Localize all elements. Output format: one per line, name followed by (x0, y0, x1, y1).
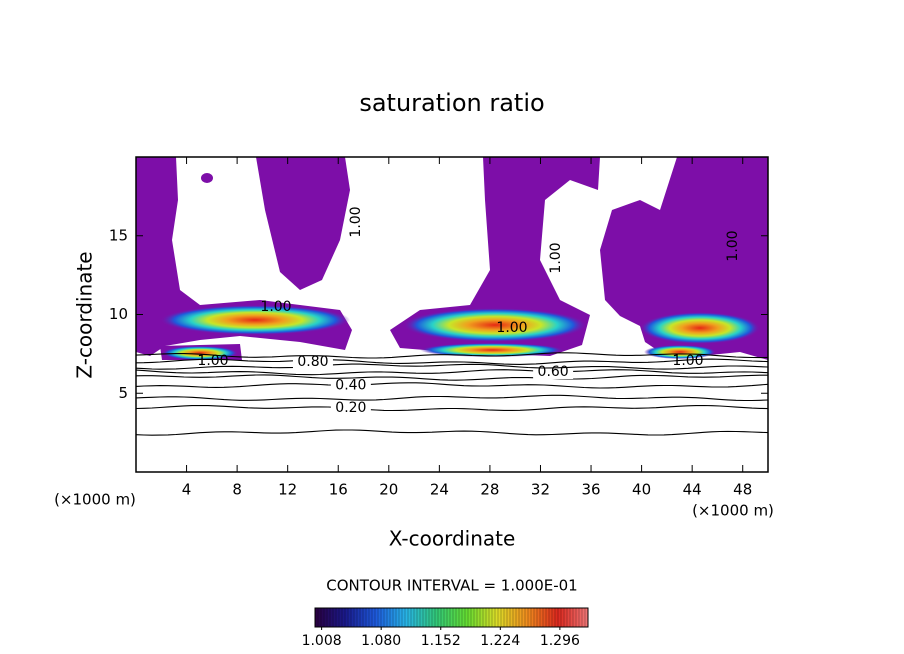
contour-label-bg (330, 378, 371, 393)
colorbar-tick-label: 1.008 (302, 633, 342, 649)
contour-line (135, 358, 769, 365)
y-axis-label: Z-coordinate (73, 251, 97, 378)
colorbar-tick-label: 1.224 (480, 633, 520, 649)
x-tick-label: 28 (480, 481, 499, 499)
supersaturated-regions (136, 157, 768, 360)
contour-label: 0.60 (538, 364, 569, 380)
region-label: 1.00 (260, 299, 291, 315)
contour-line (135, 429, 769, 436)
contour-line (135, 374, 768, 381)
contour-line (135, 382, 769, 389)
x-tick-label: 16 (329, 481, 348, 499)
region-label: 1.00 (496, 320, 527, 336)
region (256, 157, 350, 290)
region (136, 157, 352, 356)
y-tick-label: 10 (109, 305, 128, 323)
colorbar-tick-label: 1.152 (421, 633, 461, 649)
chart-title: saturation ratio (359, 89, 544, 117)
x-tick-label: 24 (430, 481, 449, 499)
contour-interval: CONTOUR INTERVAL = 1.000E-01 (326, 577, 577, 595)
x-tick-label: 20 (379, 481, 398, 499)
x-tick-label: 40 (632, 481, 651, 499)
x-unit-left: (×1000 m) (54, 491, 136, 509)
region (201, 173, 213, 183)
region-label: 1.00 (548, 242, 564, 273)
x-tick-label: 36 (581, 481, 600, 499)
x-tick-label: 12 (278, 481, 297, 499)
colorbar (314, 607, 589, 628)
high-region (644, 345, 716, 359)
region-label: 1.00 (725, 230, 741, 261)
x-axis-label: X-coordinate (389, 527, 516, 551)
high-region (162, 346, 238, 360)
x-tick-label: 32 (531, 481, 550, 499)
contour-line (135, 352, 769, 359)
high-region (640, 312, 760, 344)
contour-label-bg (292, 354, 333, 369)
x-tick-label: 44 (683, 481, 702, 499)
contour-line (135, 363, 769, 370)
high-region (403, 308, 587, 342)
contour-label-bg (330, 401, 371, 416)
region-label: 1.00 (672, 353, 703, 369)
contour-line (135, 394, 769, 402)
region (600, 157, 768, 360)
colorbar-tick-label: 1.080 (361, 633, 401, 649)
region-label: 1.00 (348, 206, 364, 237)
contour-line (135, 369, 769, 376)
contour-label: 0.80 (297, 354, 328, 370)
high-region (420, 343, 564, 357)
contour-label: 0.20 (335, 400, 366, 416)
contour-label: 0.40 (335, 377, 366, 393)
colorbar-tick-label: 1.296 (540, 633, 580, 649)
y-tick-label: 5 (118, 384, 128, 402)
region (390, 157, 600, 356)
y-tick-label: 15 (109, 226, 128, 244)
high-region (160, 305, 350, 335)
x-unit-right: (×1000 m) (692, 502, 774, 520)
contour-line (135, 404, 769, 412)
x-tick-label: 4 (182, 481, 192, 499)
region-label: 1.00 (197, 353, 228, 369)
x-tick-label: 8 (232, 481, 242, 499)
x-tick-label: 48 (733, 481, 752, 499)
